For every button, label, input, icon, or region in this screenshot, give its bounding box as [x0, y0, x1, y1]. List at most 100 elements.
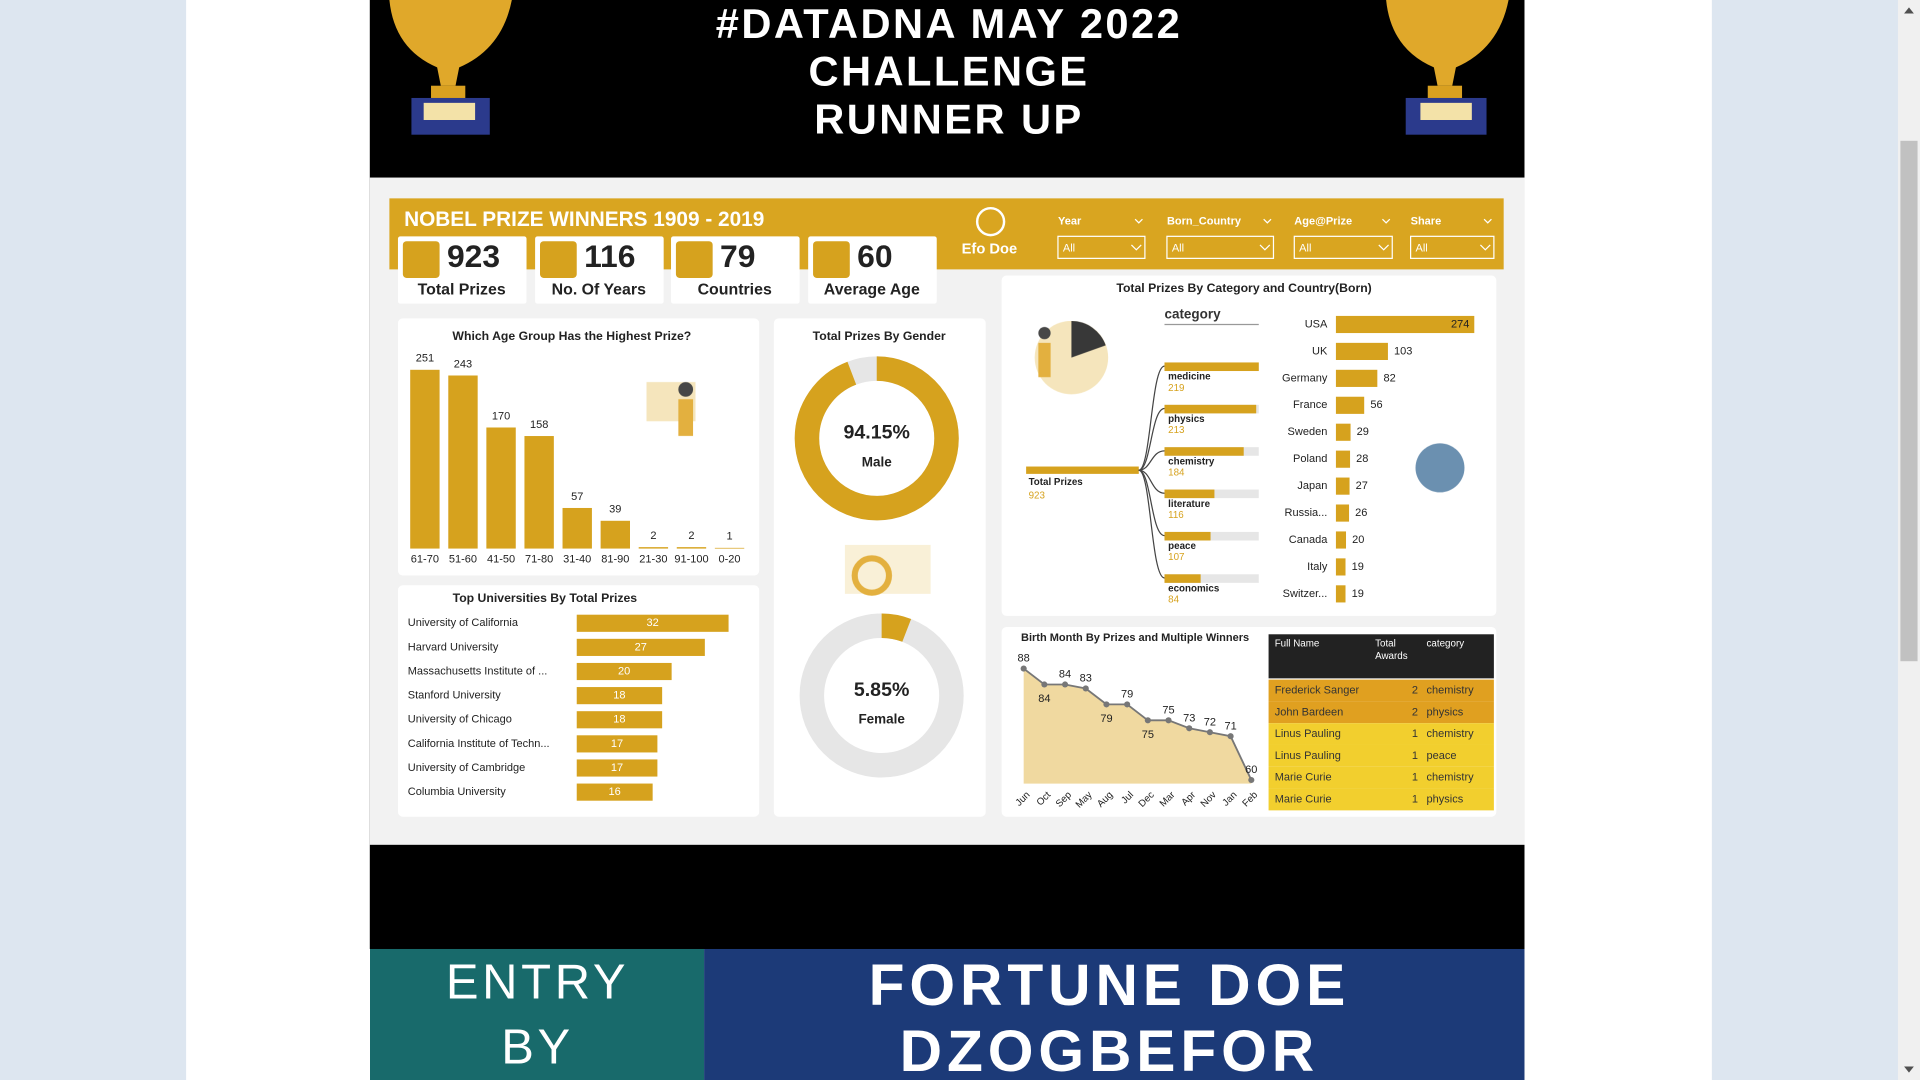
category-label: UK — [1312, 345, 1328, 357]
bar — [1335, 585, 1346, 603]
banner-line: CHALLENGE — [808, 48, 1089, 95]
line — [1023, 667, 1253, 781]
chart-title: Total Prizes By Gender — [813, 329, 946, 343]
table-cell: physics — [1427, 793, 1464, 805]
category-value: 184 — [1168, 467, 1185, 478]
category-label: Sweden — [1288, 426, 1328, 438]
bar — [576, 687, 663, 705]
table-cell: physics — [1427, 706, 1464, 718]
point — [1206, 729, 1213, 736]
bar — [576, 783, 653, 801]
scroll-down[interactable] — [1904, 1066, 1914, 1073]
category-label: USA — [1305, 318, 1328, 330]
data-label: 27 — [1356, 480, 1368, 492]
data-label: 19 — [1352, 588, 1364, 600]
data-label: 39 — [609, 504, 621, 516]
kpi-value: 79 — [720, 238, 755, 274]
entry-name: DZOGBEFOR — [900, 1019, 1320, 1080]
kpi-value: 60 — [857, 238, 892, 274]
scroll-up[interactable] — [1904, 7, 1914, 14]
data-label: 72 — [1204, 716, 1216, 728]
table-cell: Marie Curie — [1275, 772, 1332, 784]
banner-line: #DATADNA MAY 2022 — [716, 0, 1183, 47]
filter-value: All — [1063, 242, 1075, 254]
bar — [562, 507, 592, 549]
trophy-right — [1386, 0, 1509, 135]
point — [1103, 701, 1110, 708]
data-label: 84 — [1038, 693, 1050, 705]
filter-chevron — [1130, 244, 1142, 251]
data-label: 28 — [1356, 453, 1368, 465]
filter-dropdown[interactable] — [1410, 235, 1495, 259]
x-tick-label: 21-30 — [639, 553, 667, 565]
table-cell: Frederick Sanger — [1275, 685, 1360, 697]
bar — [1335, 531, 1347, 549]
entry-box — [369, 948, 705, 1080]
kpi-value: 923 — [447, 238, 500, 274]
kpi-icon — [540, 241, 577, 278]
data-label: 88 — [1018, 653, 1030, 665]
data-label: 27 — [635, 641, 647, 653]
bar — [448, 375, 478, 549]
category-label: Germany — [1282, 372, 1328, 384]
filter-chevron — [1483, 218, 1492, 224]
banner-line: RUNNER UP — [814, 95, 1084, 142]
author-icon — [975, 206, 1006, 237]
donut-value: 94.15% — [844, 422, 910, 444]
scrollbar-thumb[interactable] — [1900, 140, 1918, 662]
entry-label: BY — [501, 1021, 574, 1075]
name-box — [704, 948, 1525, 1080]
data-label: 19 — [1352, 561, 1364, 573]
column-header[interactable]: category — [1426, 637, 1465, 649]
data-label: 57 — [571, 491, 583, 503]
tree-link — [1138, 469, 1165, 579]
data-label: 17 — [611, 762, 623, 774]
tree-link — [1138, 407, 1165, 471]
bar — [1164, 574, 1201, 583]
filter-dropdown[interactable] — [1166, 235, 1275, 259]
tree-heading: category — [1164, 306, 1221, 321]
tree-link — [1138, 365, 1165, 471]
category-label: University of California — [408, 617, 519, 629]
kpi-label: No. Of Years — [552, 281, 646, 298]
bar — [1335, 396, 1365, 414]
category-value: 213 — [1168, 425, 1185, 436]
column-header[interactable]: Total Awards — [1375, 637, 1408, 662]
filter-chevron — [1263, 218, 1272, 224]
tree-link — [1138, 450, 1165, 471]
chart-title: Top Universities By Total Prizes — [453, 591, 638, 605]
x-tick-label: 41-50 — [487, 553, 515, 565]
kpi-label: Average Age — [824, 281, 920, 298]
filter-value: All — [1416, 242, 1428, 254]
filter-value: All — [1172, 242, 1184, 254]
category-label: California Institute of Techn... — [408, 738, 550, 750]
table-row — [1268, 788, 1494, 811]
data-label: 56 — [1370, 399, 1382, 411]
category-label: University of Cambridge — [408, 762, 526, 774]
column-header[interactable]: Full Name — [1274, 637, 1320, 649]
data-label: 20 — [1352, 534, 1364, 546]
data-label: 251 — [416, 353, 434, 365]
x-tick-label: 61-70 — [411, 553, 439, 565]
data-label: 73 — [1183, 712, 1195, 724]
bar — [576, 662, 672, 681]
category-label: literature — [1168, 499, 1210, 510]
bar — [486, 427, 516, 549]
poster-gap — [369, 844, 1525, 949]
total-bar — [1026, 466, 1139, 474]
donut-label: Female — [858, 712, 905, 727]
panel — [1001, 275, 1497, 616]
bar-track — [1164, 574, 1259, 583]
category-label: Columbia University — [408, 786, 506, 798]
table-cell: 1 — [1412, 750, 1418, 762]
table-row — [1268, 766, 1494, 789]
bar-track — [1164, 531, 1259, 541]
filter-dropdown[interactable] — [1293, 235, 1393, 259]
data-label: 71 — [1224, 720, 1236, 732]
category-label: Massachusetts Institute of ... — [408, 665, 548, 677]
data-label: 32 — [647, 617, 659, 629]
bar — [576, 614, 729, 632]
filter-dropdown[interactable] — [1057, 235, 1146, 259]
